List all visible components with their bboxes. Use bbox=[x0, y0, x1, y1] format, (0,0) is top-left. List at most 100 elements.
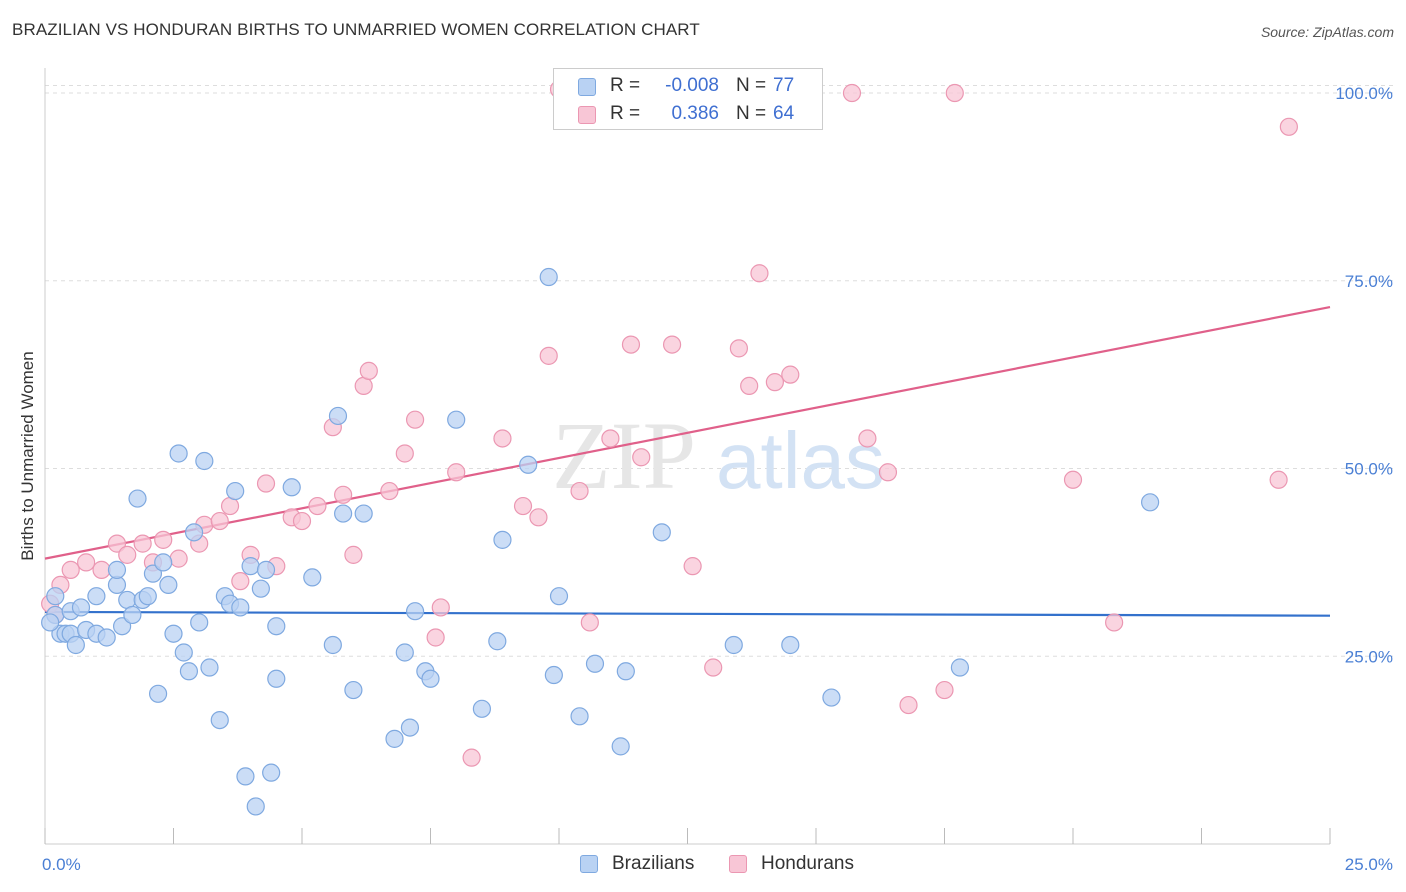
brazilian-point bbox=[549, 587, 569, 606]
honduran-point bbox=[621, 335, 641, 354]
honduran-point bbox=[169, 549, 188, 568]
brazilian-point bbox=[159, 575, 178, 595]
brazilian-point bbox=[128, 489, 147, 508]
brazilian-point bbox=[493, 530, 512, 549]
legend-r-label: R = bbox=[610, 103, 641, 124]
legend-n-value: 77 bbox=[773, 75, 795, 96]
brazilian-point bbox=[251, 579, 270, 598]
brazilian-point bbox=[303, 568, 322, 587]
brazilian-point bbox=[421, 669, 440, 688]
brazilian-point bbox=[107, 560, 127, 579]
brazilian-point bbox=[652, 523, 671, 542]
brazilian-point bbox=[190, 613, 209, 632]
brazilian-point bbox=[539, 267, 558, 287]
brazilian-point bbox=[385, 729, 404, 748]
honduran-point bbox=[154, 530, 173, 549]
brazilian-point bbox=[179, 662, 199, 681]
honduran-point bbox=[1279, 117, 1298, 136]
legend-n-label: N = bbox=[736, 103, 767, 124]
brazilian-point bbox=[570, 707, 589, 726]
brazilian-point bbox=[447, 410, 466, 429]
brazilian-point bbox=[66, 635, 85, 655]
honduran-point bbox=[683, 557, 702, 576]
brazilian-point bbox=[241, 557, 260, 576]
brazilian-point bbox=[123, 605, 142, 625]
legend-row-brazilians: R = -0.008 N = 77 bbox=[554, 72, 822, 100]
honduran-point bbox=[1063, 470, 1083, 489]
honduran-point bbox=[395, 444, 414, 463]
hondurans-legend-swatch bbox=[729, 855, 747, 873]
brazilian-point bbox=[256, 560, 276, 579]
hondurans-trend-line bbox=[44, 305, 1331, 560]
honduran-point bbox=[107, 534, 127, 553]
brazilian-point bbox=[616, 662, 635, 681]
legend-label-hondurans: Hondurans bbox=[761, 853, 854, 874]
brazilian-point bbox=[781, 635, 800, 655]
x-tick-label: 25.0% bbox=[1345, 855, 1393, 874]
brazilian-point bbox=[344, 680, 363, 700]
honduran-point bbox=[426, 628, 445, 647]
brazilian-point bbox=[195, 451, 214, 471]
brazilian-point bbox=[164, 624, 183, 643]
honduran-point bbox=[493, 429, 512, 448]
honduran-point bbox=[878, 463, 898, 482]
honduran-point bbox=[729, 339, 749, 358]
honduran-point bbox=[447, 463, 466, 482]
brazilian-point bbox=[97, 628, 116, 647]
brazilian-point bbox=[71, 598, 91, 617]
axes bbox=[44, 68, 1331, 845]
honduran-point bbox=[334, 485, 353, 504]
brazilian-point bbox=[138, 587, 157, 606]
brazilian-point bbox=[395, 643, 414, 662]
hondurans-swatch bbox=[578, 106, 596, 124]
brazilian-point bbox=[46, 587, 65, 606]
watermark: ZIP atlas bbox=[552, 402, 885, 509]
brazilian-point bbox=[611, 737, 630, 756]
honduran-point bbox=[781, 365, 800, 384]
honduran-point bbox=[750, 264, 769, 283]
legend-n-label: N = bbox=[736, 75, 767, 96]
brazilian-point bbox=[585, 654, 605, 673]
brazilian-point bbox=[950, 658, 970, 677]
honduran-point bbox=[704, 658, 723, 677]
brazilian-point bbox=[174, 643, 193, 662]
honduran-point bbox=[220, 496, 240, 516]
brazilian-point bbox=[148, 684, 168, 703]
honduran-point bbox=[529, 508, 548, 527]
source-label: Source: ZipAtlas.com bbox=[1260, 24, 1394, 40]
honduran-point bbox=[77, 553, 96, 572]
brazilian-point bbox=[282, 478, 301, 497]
brazilian-point bbox=[323, 635, 342, 655]
brazilian-point bbox=[488, 632, 507, 651]
honduran-point bbox=[210, 511, 229, 531]
legend-r-label: R = bbox=[610, 75, 641, 96]
y-axis-label: Births to Unmarried Women bbox=[18, 351, 37, 560]
honduran-point bbox=[256, 474, 276, 493]
legend-n-value: 64 bbox=[773, 103, 795, 124]
brazilian-point bbox=[210, 710, 229, 730]
brazilian-point bbox=[236, 767, 255, 786]
y-tick-label: 75.0% bbox=[1345, 272, 1393, 291]
x-tick-label: 0.0% bbox=[42, 855, 81, 874]
honduran-point bbox=[935, 680, 954, 700]
brazilian-point bbox=[405, 602, 425, 621]
honduran-point bbox=[61, 560, 80, 579]
brazilian-point bbox=[724, 635, 743, 655]
honduran-point bbox=[118, 545, 137, 564]
legend-r-value: -0.008 bbox=[665, 75, 719, 96]
tick-labels: 25.0% 50.0% 75.0% 100.0% 0.0% 25.0% bbox=[42, 84, 1393, 874]
brazilian-point bbox=[472, 699, 491, 718]
honduran-point bbox=[92, 560, 111, 579]
honduran-point bbox=[601, 429, 620, 448]
series-legend: Brazilians Hondurans bbox=[0, 852, 1406, 878]
honduran-point bbox=[354, 376, 373, 396]
brazilian-point bbox=[267, 617, 286, 636]
honduran-point bbox=[133, 534, 152, 553]
honduran-point bbox=[308, 496, 327, 516]
honduran-point bbox=[539, 346, 558, 365]
honduran-point bbox=[359, 361, 378, 380]
brazilian-point bbox=[231, 598, 250, 617]
brazilian-point bbox=[118, 590, 137, 610]
honduran-point bbox=[431, 598, 450, 617]
y-tick-label: 25.0% bbox=[1345, 647, 1393, 666]
